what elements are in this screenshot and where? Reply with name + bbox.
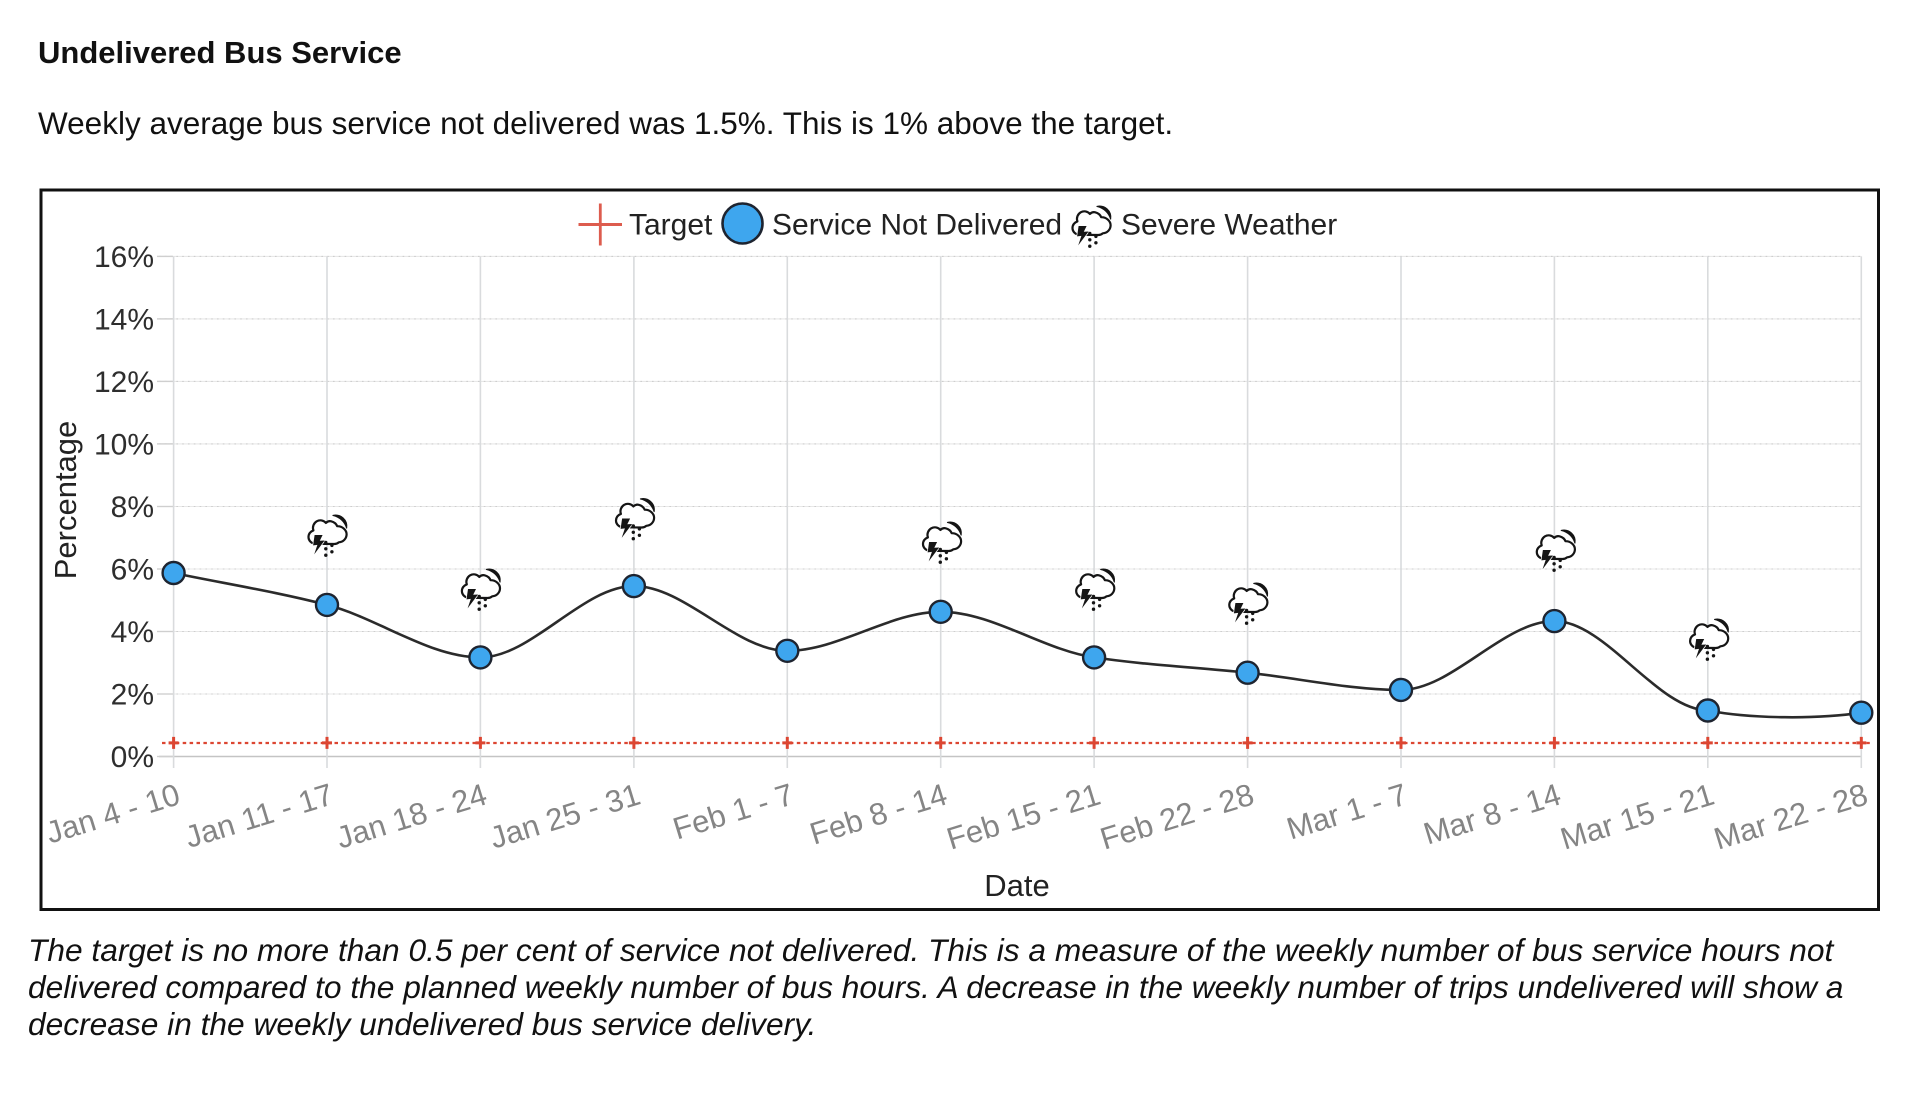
svg-text:Mar 1 - 7: Mar 1 - 7 bbox=[1283, 777, 1412, 847]
svg-text:Mar 8 - 14: Mar 8 - 14 bbox=[1419, 777, 1564, 852]
svg-text:Service Not Delivered: Service Not Delivered bbox=[772, 209, 1062, 242]
svg-text:Jan 4 - 10: Jan 4 - 10 bbox=[42, 777, 184, 851]
svg-text:6%: 6% bbox=[111, 554, 154, 587]
svg-text:Jan 11 - 17: Jan 11 - 17 bbox=[181, 777, 337, 855]
svg-text:14%: 14% bbox=[94, 304, 154, 337]
svg-text:Severe Weather: Severe Weather bbox=[1121, 209, 1337, 242]
svg-text:Target: Target bbox=[629, 209, 713, 242]
svg-text:4%: 4% bbox=[111, 616, 154, 649]
svg-text:Mar 22 - 28: Mar 22 - 28 bbox=[1710, 777, 1872, 857]
svg-text:Jan 18 - 24: Jan 18 - 24 bbox=[332, 777, 491, 856]
svg-text:Date: Date bbox=[984, 868, 1049, 903]
svg-text:2%: 2% bbox=[111, 679, 154, 712]
svg-text:12%: 12% bbox=[94, 366, 154, 399]
svg-text:8%: 8% bbox=[111, 491, 154, 524]
svg-text:Feb 1 - 7: Feb 1 - 7 bbox=[669, 777, 798, 847]
svg-text:10%: 10% bbox=[94, 429, 154, 462]
svg-text:Feb 15 - 21: Feb 15 - 21 bbox=[943, 777, 1105, 857]
svg-text:Percentage: Percentage bbox=[48, 421, 83, 580]
svg-text:0%: 0% bbox=[111, 741, 154, 774]
svg-text:Feb 22 - 28: Feb 22 - 28 bbox=[1096, 777, 1258, 857]
svg-text:Mar 15 - 21: Mar 15 - 21 bbox=[1556, 777, 1718, 857]
svg-text:Jan 25 - 31: Jan 25 - 31 bbox=[486, 777, 645, 856]
svg-text:Feb 8 - 14: Feb 8 - 14 bbox=[806, 777, 951, 852]
svg-text:16%: 16% bbox=[94, 241, 154, 274]
